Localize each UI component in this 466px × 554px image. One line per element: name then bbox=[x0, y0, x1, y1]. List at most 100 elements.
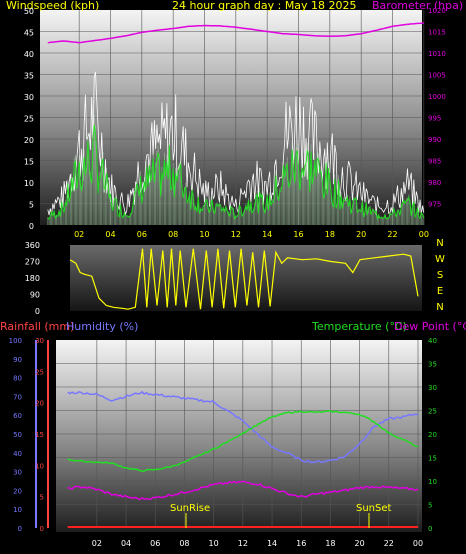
rainfall-tick-label: 20 bbox=[35, 400, 44, 408]
humidity-tick-label: 0 bbox=[18, 525, 22, 533]
humidity-axis-title: Humidity (%) bbox=[66, 320, 138, 333]
direction-tick-label: 270 bbox=[25, 258, 40, 267]
temperature-line bbox=[67, 410, 419, 472]
temp-x-tick-label: 06 bbox=[150, 539, 160, 548]
temperature-tick-label: 30 bbox=[428, 384, 437, 392]
wind-x-tick-label: 08 bbox=[168, 230, 178, 239]
sunset-label: SunSet bbox=[356, 503, 392, 514]
humidity-tick-label: 80 bbox=[13, 375, 22, 383]
wind-x-tick-label: 18 bbox=[325, 230, 335, 239]
humidity-tick-label: 70 bbox=[13, 393, 22, 401]
direction-tick-label: 360 bbox=[25, 241, 40, 250]
wind-x-tick-label: 00 bbox=[419, 230, 429, 239]
compass-label: E bbox=[437, 286, 443, 297]
humidity-tick-label: 50 bbox=[13, 431, 22, 439]
barometer-tick-label: 975 bbox=[428, 201, 441, 209]
rainfall-tick-label: 5 bbox=[40, 494, 44, 502]
temp-axes: 0102030405060708090100051015202530051015… bbox=[9, 337, 437, 548]
barometer-tick-label: 985 bbox=[428, 158, 441, 166]
temp-x-tick-label: 10 bbox=[209, 539, 219, 548]
wind-x-tick-label: 16 bbox=[293, 230, 303, 239]
temperature-tick-label: 40 bbox=[428, 337, 437, 345]
wind-axis-title: Windspeed (kph) bbox=[6, 0, 99, 12]
rainfall-axis-title: Rainfall (mm) bbox=[0, 320, 74, 333]
rainfall-tick-label: 15 bbox=[35, 431, 44, 439]
wind-tick-label: 15 bbox=[24, 158, 34, 167]
humidity-tick-label: 40 bbox=[13, 450, 22, 458]
barometer-tick-label: 990 bbox=[428, 136, 441, 144]
barometer-axis-title: Barometer (hpa) bbox=[372, 0, 463, 12]
temperature-tick-label: 0 bbox=[428, 525, 432, 533]
wind-x-tick-label: 06 bbox=[137, 230, 147, 239]
temperature-tick-label: 15 bbox=[428, 455, 437, 463]
wind-tick-label: 40 bbox=[24, 50, 34, 59]
temperature-tick-label: 10 bbox=[428, 478, 437, 486]
compass-label: W bbox=[435, 254, 445, 265]
humidity-tick-label: 90 bbox=[13, 356, 22, 364]
barometer-tick-label: 980 bbox=[428, 179, 441, 187]
chart-title: 24 hour graph day : May 18 2025 bbox=[172, 0, 357, 12]
wind-series bbox=[47, 22, 425, 225]
barometer-tick-label: 1000 bbox=[428, 93, 446, 101]
rainfall-tick-label: 10 bbox=[35, 462, 44, 470]
barometer-tick-label: 1010 bbox=[428, 50, 446, 58]
humidity-tick-label: 60 bbox=[13, 412, 22, 420]
direction-line bbox=[69, 248, 419, 310]
dewpoint-axis-title: Dew Point (°C) bbox=[394, 320, 466, 333]
wind-tick-label: 10 bbox=[24, 179, 34, 188]
wind-x-tick-label: 04 bbox=[105, 230, 115, 239]
humidity-tick-label: 10 bbox=[13, 506, 22, 514]
wind-x-tick-label: 20 bbox=[356, 230, 366, 239]
temperature-axis-title: Temperature (°C) bbox=[311, 320, 407, 333]
humidity-tick-label: 20 bbox=[13, 487, 22, 495]
compass-label: N bbox=[436, 238, 443, 249]
wind-x-tick-label: 22 bbox=[387, 230, 397, 239]
temperature-tick-label: 25 bbox=[428, 408, 437, 416]
wind-avg-fill bbox=[47, 114, 425, 225]
barometer-tick-label: 1015 bbox=[428, 29, 446, 37]
wind-avg-line bbox=[47, 124, 425, 221]
compass-label: S bbox=[437, 270, 443, 281]
humidity-tick-label: 30 bbox=[13, 469, 22, 477]
direction-tick-label: 180 bbox=[25, 274, 40, 283]
wind-x-tick-label: 02 bbox=[74, 230, 84, 239]
temp-x-tick-label: 08 bbox=[179, 539, 189, 548]
wind-x-tick-label: 10 bbox=[199, 230, 209, 239]
wind-tick-label: 45 bbox=[24, 29, 34, 38]
wind-x-tick-label: 12 bbox=[231, 230, 241, 239]
temp-x-tick-label: 22 bbox=[384, 539, 394, 548]
temp-x-tick-label: 12 bbox=[238, 539, 248, 548]
wind-tick-label: 5 bbox=[29, 201, 34, 210]
barometer-tick-label: 1020 bbox=[428, 7, 446, 15]
temp-x-tick-label: 00 bbox=[413, 539, 423, 548]
humidity-line bbox=[67, 390, 419, 464]
temp-x-tick-label: 04 bbox=[121, 539, 131, 548]
wind-x-tick-label: 14 bbox=[262, 230, 272, 239]
temp-x-tick-label: 18 bbox=[325, 539, 335, 548]
barometer-line bbox=[47, 22, 424, 44]
temperature-tick-label: 20 bbox=[428, 431, 437, 439]
temp-x-tick-label: 14 bbox=[267, 539, 277, 548]
barometer-tick-label: 1005 bbox=[428, 72, 446, 80]
rainfall-tick-label: 30 bbox=[35, 337, 44, 345]
temp-x-tick-label: 16 bbox=[296, 539, 306, 548]
humidity-tick-label: 100 bbox=[9, 337, 22, 345]
temp-x-tick-label: 20 bbox=[355, 539, 365, 548]
rainfall-tick-label: 25 bbox=[35, 368, 44, 376]
wind-tick-label: 20 bbox=[24, 136, 34, 145]
wind-axes: 0510152025303540455097598098599099510001… bbox=[24, 7, 446, 239]
wind-tick-label: 30 bbox=[24, 93, 34, 102]
dewpoint-line bbox=[67, 480, 419, 501]
wind-tick-label: 0 bbox=[29, 222, 34, 231]
barometer-tick-label: 995 bbox=[428, 115, 441, 123]
direction-tick-label: 0 bbox=[35, 307, 40, 316]
direction-tick-label: 90 bbox=[30, 291, 40, 300]
temperature-tick-label: 35 bbox=[428, 361, 437, 369]
temperature-tick-label: 5 bbox=[428, 502, 432, 510]
compass-label: N bbox=[436, 302, 443, 313]
wind-tick-label: 25 bbox=[24, 115, 34, 124]
rainfall-tick-label: 0 bbox=[40, 525, 44, 533]
temp-x-tick-label: 02 bbox=[92, 539, 102, 548]
